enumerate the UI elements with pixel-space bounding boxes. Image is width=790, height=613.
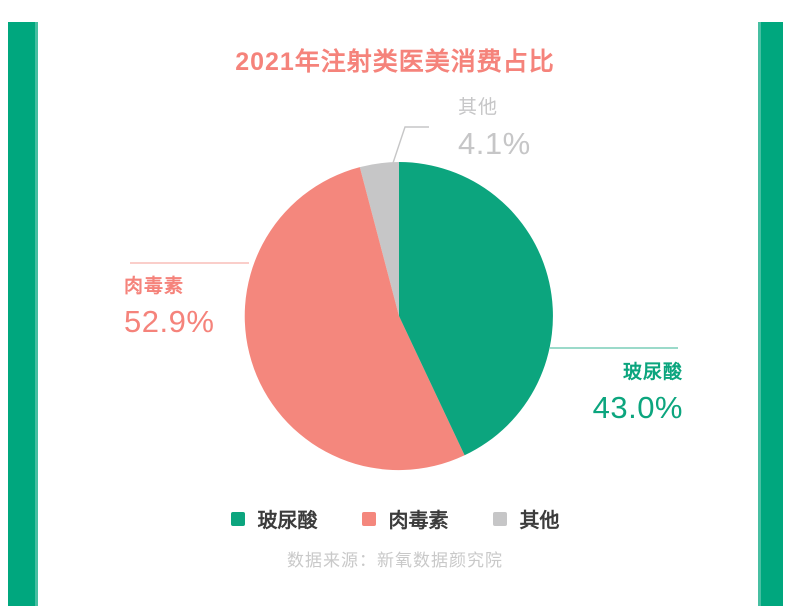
legend-swatch-hyaluronic xyxy=(230,511,245,526)
callout-other-value: 4.1% xyxy=(458,126,531,161)
legend-item-hyaluronic: 玻尿酸 xyxy=(230,504,318,533)
pie-slice-botox xyxy=(244,167,465,471)
callout-hyaluronic-value: 43.0% xyxy=(592,390,683,425)
callout-hyaluronic: 玻尿酸 43.0% xyxy=(593,361,683,425)
legend-swatch-botox xyxy=(361,511,376,526)
legend: 玻尿酸 肉毒素 其他 xyxy=(0,504,790,533)
callout-botox: 肉毒素 52.9% xyxy=(124,275,214,339)
left-accent-bar xyxy=(8,22,38,606)
callout-botox-value: 52.9% xyxy=(124,304,215,339)
legend-item-other: 其他 xyxy=(492,504,560,533)
legend-label-hyaluronic: 玻尿酸 xyxy=(257,510,318,532)
callout-other: 其他 4.1% xyxy=(458,96,531,161)
legend-item-botox: 肉毒素 xyxy=(361,504,449,533)
chart-title: 2021年注射类医美消费占比 xyxy=(235,48,555,76)
legend-swatch-other xyxy=(492,511,507,526)
right-accent-bar xyxy=(758,22,783,606)
legend-label-botox: 肉毒素 xyxy=(388,510,449,532)
data-source: 数据来源：新氧数据颜究院 xyxy=(287,551,503,570)
pie-slice-other xyxy=(359,162,399,316)
callout-other-label: 其他 xyxy=(458,97,499,118)
callout-botox-label: 肉毒素 xyxy=(124,276,185,297)
pie-slice-hyaluronic xyxy=(399,162,553,456)
callout-hyaluronic-label: 玻尿酸 xyxy=(622,362,683,383)
leader-line-other xyxy=(392,126,429,164)
legend-label-other: 其他 xyxy=(519,510,560,532)
